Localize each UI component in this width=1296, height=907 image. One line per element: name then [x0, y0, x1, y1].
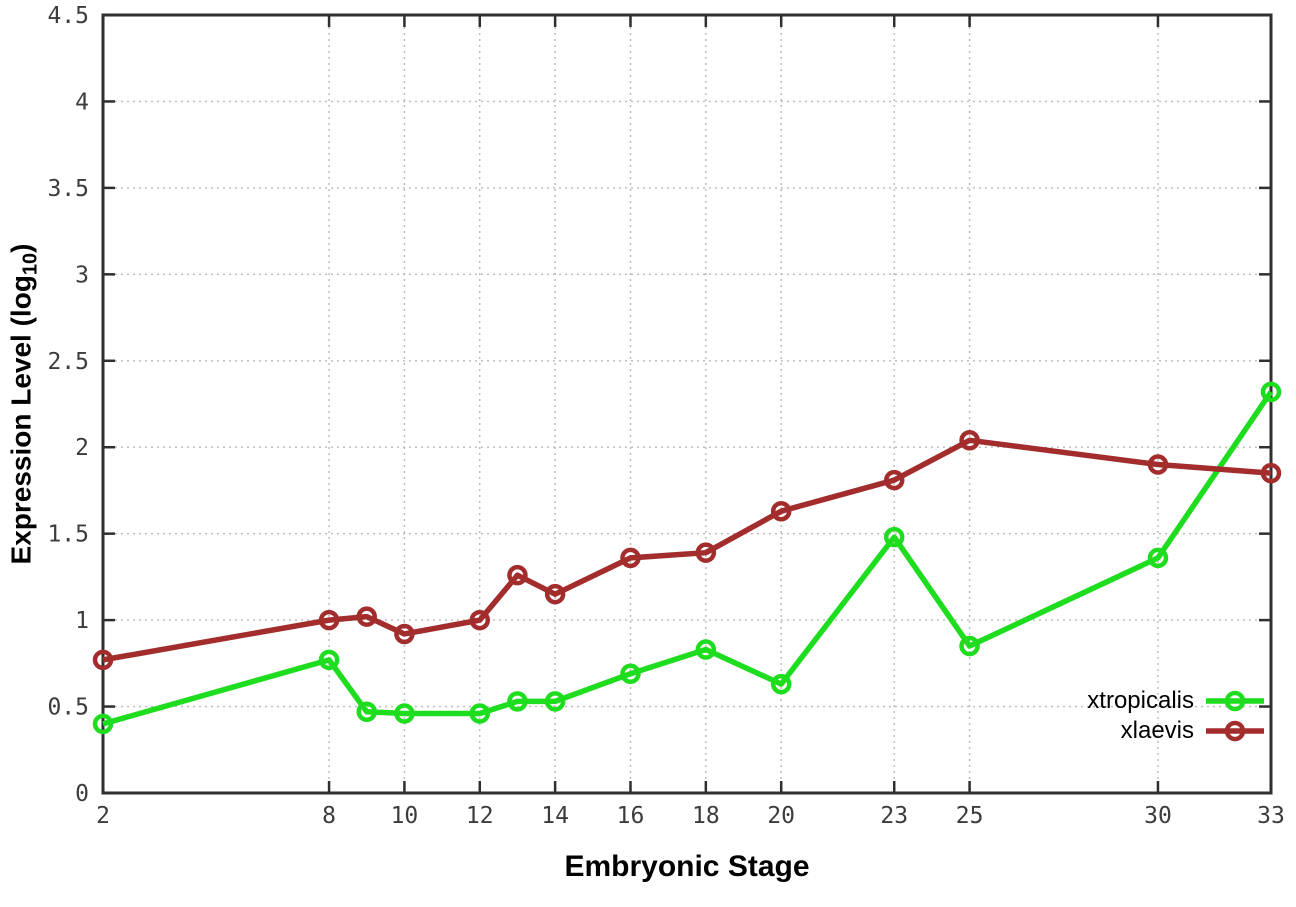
marker-xlaevis [1260, 462, 1282, 484]
x-tick-label: 10 [391, 803, 419, 829]
y-tick-label: 1 [75, 608, 89, 634]
y-tick-label: 3 [75, 262, 89, 288]
marker-xtropicalis [356, 701, 377, 722]
marker-xtropicalis [883, 526, 905, 548]
y-tick-label: 4 [75, 89, 89, 115]
legend-sample-icon [1206, 720, 1264, 742]
legend: xtropicalis xlaevis [1087, 686, 1266, 746]
y-axis-title-subscript: 10 [19, 252, 42, 276]
marker-xtropicalis [318, 649, 340, 671]
marker-xlaevis [507, 564, 528, 586]
marker-xlaevis [469, 609, 491, 631]
legend-item: xlaevis [1087, 716, 1266, 746]
marker-xlaevis [770, 500, 792, 522]
marker-xtropicalis [544, 691, 566, 712]
y-tick-label: 0.5 [47, 695, 89, 721]
x-tick-label: 23 [880, 803, 908, 829]
y-tick-label: 0 [75, 781, 89, 807]
marker-xlaevis [1147, 454, 1169, 475]
x-tick-label: 14 [541, 803, 569, 829]
y-tick-label: 2 [75, 435, 89, 461]
marker-xtropicalis [1147, 547, 1169, 569]
marker-xtropicalis [695, 639, 717, 660]
x-tick-label: 2 [96, 803, 110, 829]
legend-label: xtropicalis [1087, 687, 1194, 714]
marker-xtropicalis [507, 691, 528, 712]
x-tick-label: 25 [956, 803, 984, 829]
marker-xtropicalis [770, 673, 792, 695]
x-tick-label: 30 [1144, 803, 1172, 829]
legend-item: xtropicalis [1087, 686, 1266, 716]
x-tick-label: 18 [692, 803, 720, 829]
marker-xtropicalis [92, 713, 114, 735]
marker-xtropicalis [959, 635, 980, 657]
y-tick-label: 4.5 [47, 3, 89, 29]
series-line-xlaevis [102, 437, 1272, 663]
marker-xtropicalis [1260, 381, 1282, 403]
y-tick-label: 3.5 [47, 176, 89, 202]
y-tick-label: 2.5 [47, 349, 89, 375]
marker-xlaevis [620, 547, 641, 569]
marker-xlaevis [356, 606, 377, 627]
marker-xlaevis [318, 609, 340, 631]
marker-xtropicalis [469, 703, 491, 724]
y-tick-label: 1.5 [47, 522, 89, 548]
y-axis-title-text: Expression Level (log [5, 275, 37, 565]
x-tick-label: 16 [617, 803, 645, 829]
x-tick-label: 20 [767, 803, 795, 829]
legend-label: xlaevis [1120, 717, 1194, 744]
marker-xlaevis [92, 649, 114, 671]
x-axis-title: Embryonic Stage [564, 850, 810, 883]
y-axis-title-suffix: ) [5, 243, 37, 253]
plot-border [101, 13, 1273, 795]
marker-xtropicalis [620, 663, 641, 684]
marker-xlaevis [544, 583, 566, 605]
marker-xlaevis [394, 623, 415, 645]
marker-xlaevis [695, 542, 717, 563]
marker-xlaevis [883, 469, 905, 491]
marker-xlaevis [959, 430, 980, 451]
series-line-xtropicalis [102, 390, 1274, 727]
x-tick-label: 12 [466, 803, 494, 829]
x-tick-label: 33 [1257, 803, 1285, 829]
legend-sample-icon [1206, 690, 1264, 712]
marker-xtropicalis [394, 703, 415, 724]
x-tick-label: 8 [322, 803, 336, 829]
y-axis-title: Expression Level (log10) [6, 244, 43, 565]
